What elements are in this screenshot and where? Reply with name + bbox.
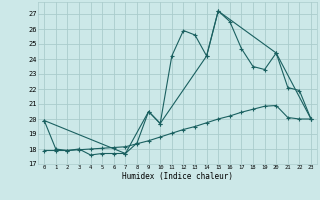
X-axis label: Humidex (Indice chaleur): Humidex (Indice chaleur) [122, 172, 233, 181]
